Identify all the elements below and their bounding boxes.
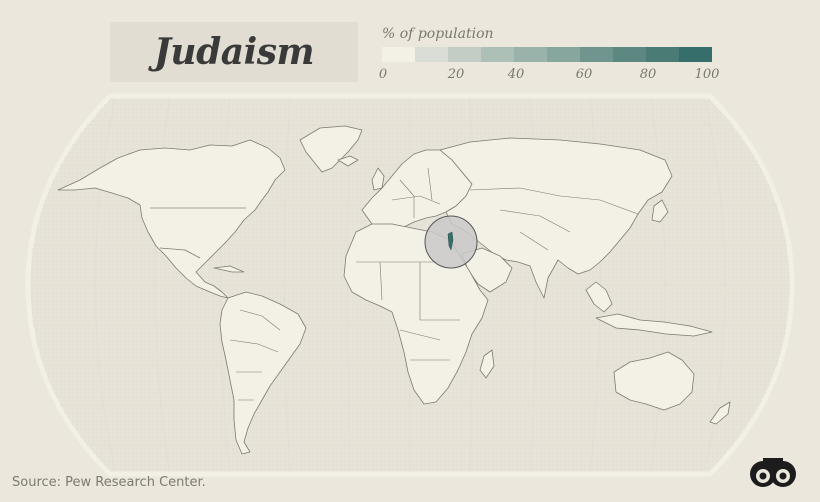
legend-swatch-2 <box>448 47 481 62</box>
legend-tick-0: 0 <box>378 67 388 82</box>
madagascar <box>479 349 495 379</box>
legend-tick-20: 20 <box>447 67 465 82</box>
legend-swatch-4 <box>514 47 547 62</box>
legend-tick-80: 80 <box>639 67 657 82</box>
us-mexico-border <box>159 247 201 259</box>
iceland <box>337 155 359 167</box>
australia <box>613 351 695 411</box>
cuba <box>213 265 245 273</box>
japan <box>651 199 669 223</box>
new-zealand <box>709 401 731 425</box>
legend-swatch-3 <box>481 47 514 62</box>
legend-tick-60: 60 <box>575 67 593 82</box>
europe-borders <box>391 167 441 218</box>
legend: % of population 0 20 40 60 80 100 <box>378 26 720 86</box>
asia <box>439 137 673 299</box>
title-box: Judaism <box>110 22 358 82</box>
legend-title: % of population <box>382 26 494 42</box>
southeast-asia <box>585 281 613 313</box>
binoculars-icon <box>750 458 796 487</box>
africa-borders <box>356 261 460 361</box>
source-note: Source: Pew Research Center. <box>12 475 206 490</box>
legend-swatch-8 <box>646 47 679 62</box>
uk <box>371 167 385 191</box>
indonesia <box>595 313 713 337</box>
asia-borders <box>469 187 639 251</box>
landmasses <box>57 125 731 455</box>
north-america <box>57 139 286 299</box>
south-america-borders <box>229 309 281 401</box>
legend-tick-100: 100 <box>694 67 720 82</box>
legend-swatch-5 <box>547 47 580 62</box>
israel-shape <box>447 231 454 251</box>
legend-swatch-0 <box>382 47 415 62</box>
legend-swatch-7 <box>613 47 646 62</box>
legend-swatch-1 <box>415 47 448 62</box>
legend-tick-40: 40 <box>507 67 525 82</box>
greenland <box>299 125 363 173</box>
legend-color-bar <box>382 47 712 62</box>
south-america <box>219 291 307 455</box>
legend-swatch-9 <box>679 47 712 62</box>
map-title: Judaism <box>153 31 315 73</box>
legend-swatch-6 <box>580 47 613 62</box>
israel-highlight <box>424 215 478 269</box>
